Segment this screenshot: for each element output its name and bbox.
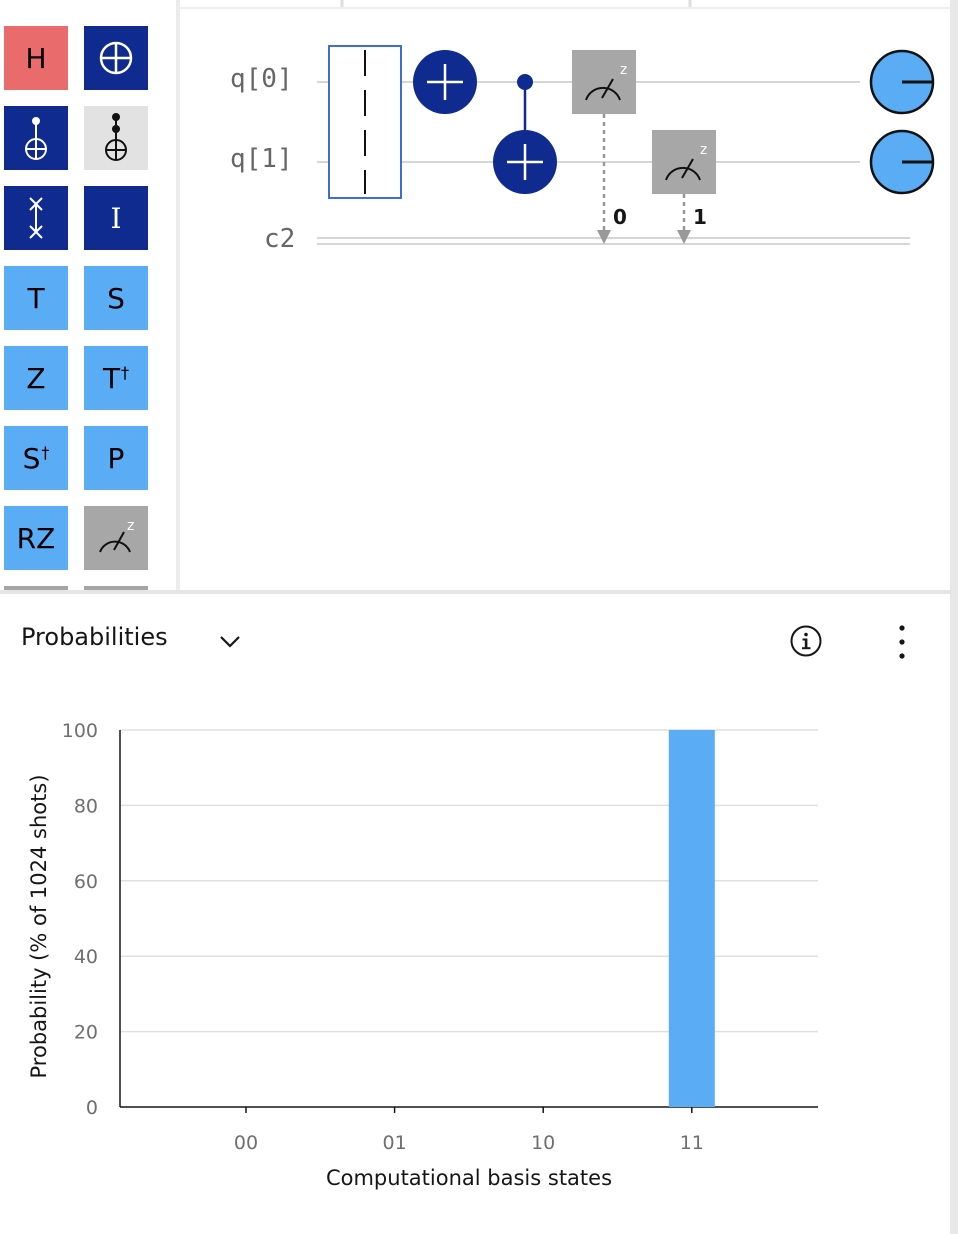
cnot-gate[interactable] xyxy=(493,74,557,194)
y-tick-label: 100 xyxy=(62,720,98,742)
gate-partial-next-row[interactable] xyxy=(4,586,68,590)
gate-p[interactable]: P xyxy=(84,426,148,490)
gate-z[interactable]: Z xyxy=(4,346,68,410)
overflow-menu-icon[interactable] xyxy=(888,622,916,662)
bar-11 xyxy=(668,730,715,1107)
gate-label: S xyxy=(22,441,41,475)
measure-gate-q0[interactable]: z xyxy=(572,50,636,244)
y-tick-label: 0 xyxy=(86,1097,98,1119)
gate-tdg[interactable]: T † xyxy=(84,346,148,410)
gate-label: RZ xyxy=(16,521,56,555)
measure-gate-q1[interactable]: z xyxy=(652,130,716,244)
gate-label: T xyxy=(102,361,121,395)
gate-partial-next-row[interactable] xyxy=(84,586,148,590)
gate-sdg[interactable]: S † xyxy=(4,426,68,490)
gate-rz[interactable]: RZ xyxy=(4,506,68,570)
gate-t[interactable]: T xyxy=(4,266,68,330)
cnot-icon xyxy=(21,113,51,163)
measure-basis-label: z xyxy=(620,62,627,78)
gate-label: P xyxy=(107,441,125,475)
gate-label: H xyxy=(25,41,47,75)
y-tick-label: 60 xyxy=(74,871,98,893)
panel-separator xyxy=(0,590,950,594)
classical-bit-label-0: 0 xyxy=(613,205,627,229)
x-tick-label: 00 xyxy=(234,1132,258,1154)
measure-basis-label: z xyxy=(700,142,707,158)
gate-s[interactable]: S xyxy=(84,266,148,330)
gate-i[interactable]: I xyxy=(84,186,148,250)
classical-bit-label-1: 1 xyxy=(693,205,707,229)
barrier[interactable] xyxy=(328,45,402,199)
gate-dagger: † xyxy=(41,442,50,462)
gate-label: T xyxy=(27,281,45,315)
gate-label: S xyxy=(107,281,125,315)
gate-label: Z xyxy=(26,361,46,395)
qubit-state-disk-q0[interactable] xyxy=(869,49,935,115)
gate-cnot[interactable] xyxy=(4,106,68,170)
x-axis-title: Computational basis states xyxy=(326,1166,612,1190)
x-tick-label: 01 xyxy=(383,1132,407,1154)
x-tick-label: 10 xyxy=(531,1132,555,1154)
x-gate-q0[interactable] xyxy=(413,50,477,114)
palette-divider xyxy=(176,0,180,590)
qubit-state-disk-q1[interactable] xyxy=(869,129,935,195)
chevron-down-icon[interactable] xyxy=(216,628,244,656)
gate-measure[interactable]: z xyxy=(84,506,148,570)
panel-title: Probabilities xyxy=(21,623,168,651)
gate-toffoli[interactable] xyxy=(84,106,148,170)
info-icon[interactable] xyxy=(789,624,823,658)
y-axis-title: Probability (% of 1024 shots) xyxy=(27,774,51,1078)
x-tick-label: 11 xyxy=(680,1132,704,1154)
oplus-icon xyxy=(98,40,134,76)
circuit-diagram: z 0 z 1 xyxy=(180,0,950,245)
gate-h[interactable]: H xyxy=(4,26,68,90)
y-tick-label: 20 xyxy=(74,1022,98,1044)
gate-dagger: † xyxy=(121,362,130,382)
classical-register-label: c2 xyxy=(264,224,296,254)
y-tick-label: 40 xyxy=(74,946,98,968)
y-tick-label: 80 xyxy=(74,795,98,817)
swap-icon xyxy=(24,194,48,242)
gate-not[interactable] xyxy=(84,26,148,90)
qubit-label-q0: q[0] xyxy=(230,64,293,94)
probabilities-chart: 0 20 40 60 80 100 00 01 10 11 Computational basis … xyxy=(27,720,818,1190)
qubit-label-q1: q[1] xyxy=(230,144,293,174)
gate-palette: H I T S Z T † S † P RZ z xyxy=(0,0,176,590)
window-edge xyxy=(950,0,958,1234)
measure-icon: z xyxy=(94,518,138,558)
svg-text:z: z xyxy=(127,518,134,534)
gate-swap[interactable] xyxy=(4,186,68,250)
toffoli-icon xyxy=(101,112,131,164)
gate-label: I xyxy=(110,201,122,235)
circuit-canvas[interactable]: z 0 z 1 q[0] q[1] xyxy=(180,0,950,590)
